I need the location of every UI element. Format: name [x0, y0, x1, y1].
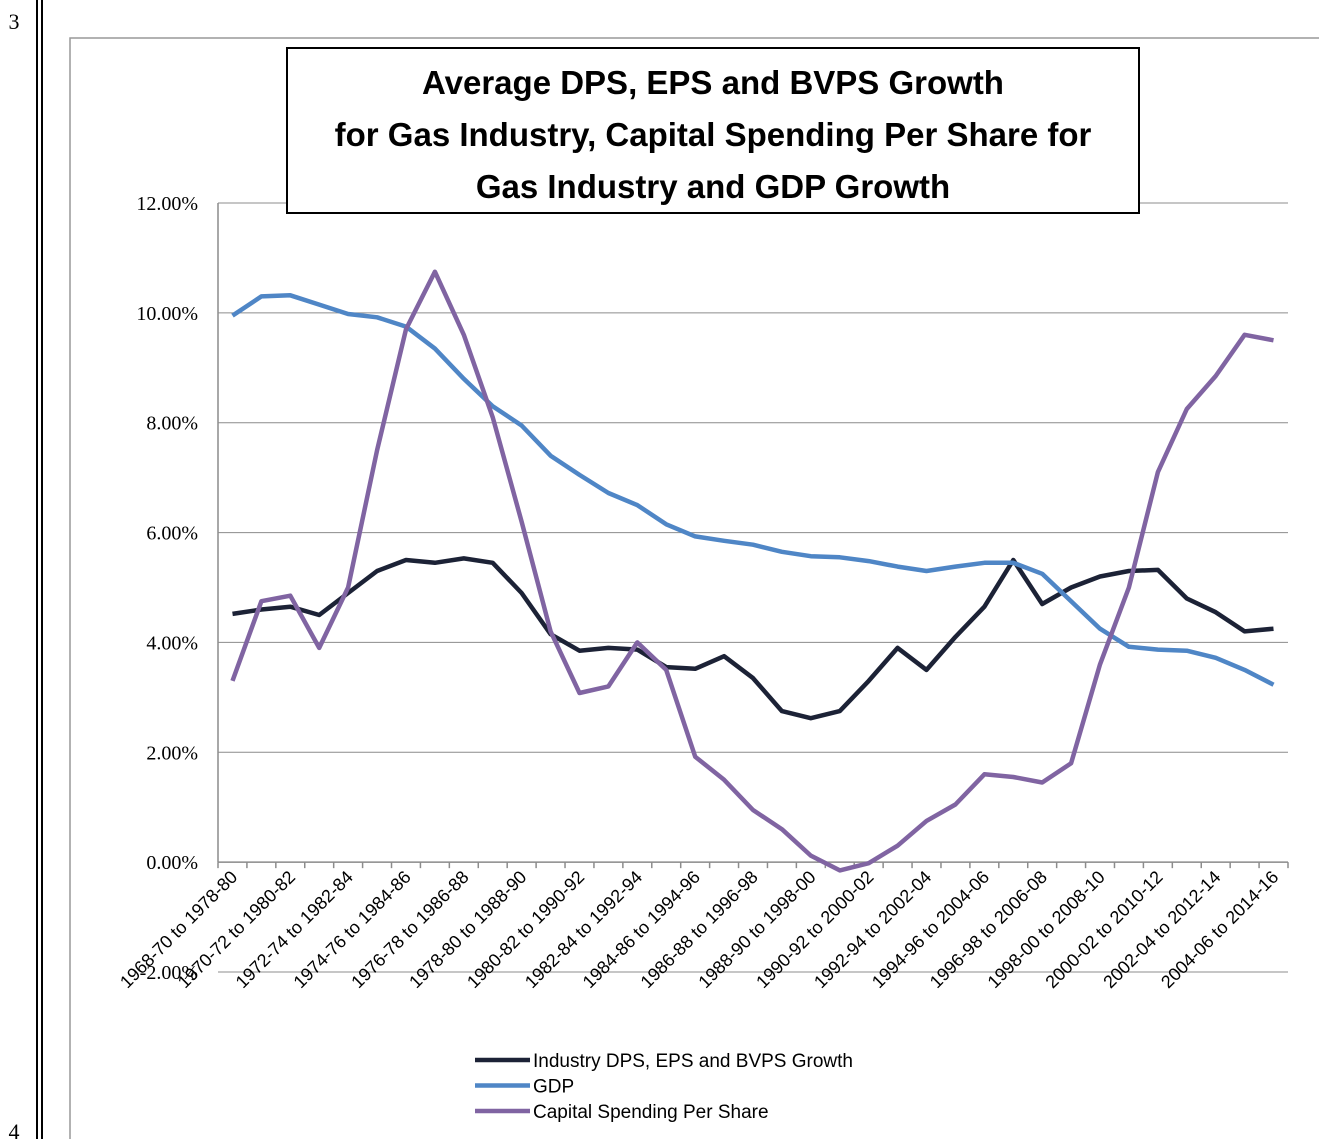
chart-title: for Gas Industry, Capital Spending Per S…: [335, 116, 1092, 153]
chart-title: Gas Industry and GDP Growth: [476, 168, 950, 205]
y-tick-label: 2.00%: [146, 742, 198, 764]
chart-border: [69, 37, 1319, 1139]
legend-label: GDP: [533, 1077, 574, 1098]
y-tick-label: 12.00%: [136, 193, 198, 215]
plot: -2.00% 0.00% 2.00% 4.00% 6.00% 8.00% 10.00% 12.…: [116, 193, 1289, 1123]
chart-title: Average DPS, EPS and BVPS Growth: [422, 64, 1004, 101]
series-line: [232, 556, 1274, 721]
y-tick-label: 0.00%: [146, 852, 198, 874]
y-tick-label: 8.00%: [146, 413, 198, 435]
line-number: 3: [9, 9, 20, 34]
legend-label: Capital Spending Per Share: [533, 1102, 769, 1123]
title-box: [286, 47, 1140, 214]
series-line: [230, 269, 1274, 873]
line-number: 4: [9, 1119, 20, 1139]
y-tick-label: 10.00%: [136, 303, 198, 325]
y-tick-label: 4.00%: [146, 632, 198, 654]
y-tick-label: -2.00%: [140, 962, 198, 984]
series-line: [231, 293, 1275, 687]
legend-label: Industry DPS, EPS and BVPS Growth: [533, 1051, 853, 1072]
y-tick-label: 6.00%: [146, 523, 198, 545]
